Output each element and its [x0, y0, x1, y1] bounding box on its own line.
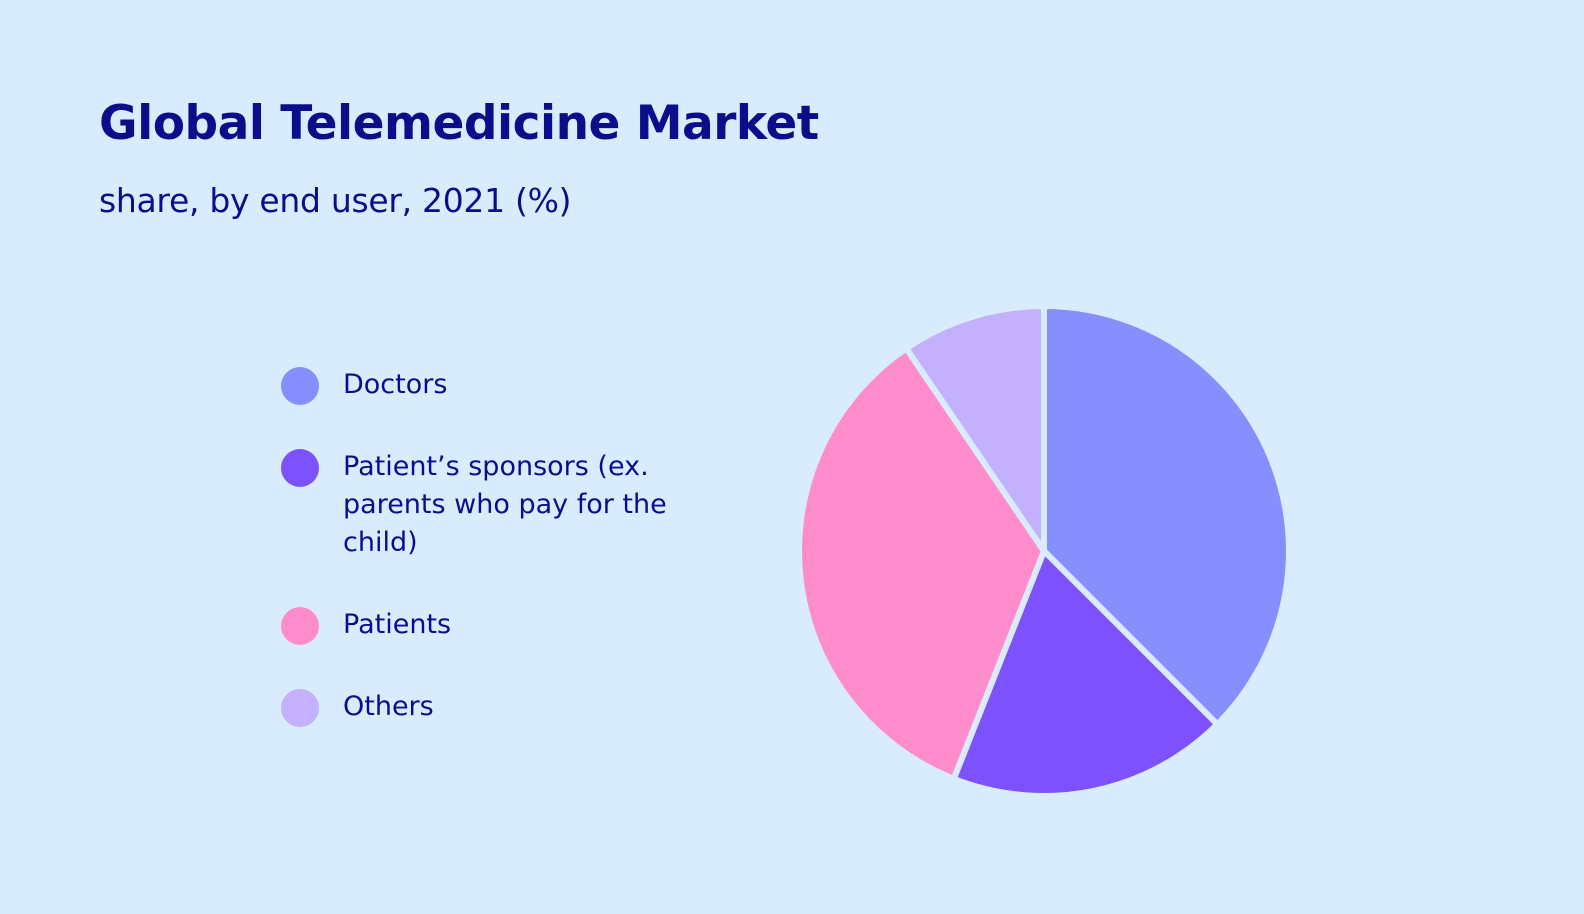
legend-item-others: Others [281, 688, 701, 727]
legend-label-doctors: Doctors [343, 369, 448, 400]
legend-swatch-others [281, 689, 319, 727]
chart-title: Global Telemedicine Market [99, 96, 819, 151]
pie-slice-patients [796, 345, 1047, 782]
legend-item-patients: Patients [281, 606, 701, 645]
pie-slice-patients-sponsors [950, 548, 1221, 799]
pie-chart [796, 303, 1292, 799]
legend-label-patients-sponsors: Patient’s sponsors (ex. parents who pay … [343, 451, 667, 558]
chart-subtitle: share, by end user, 2021 (%) [99, 181, 572, 220]
legend-label-patients: Patients [343, 609, 452, 640]
legend-item-doctors: Doctors [281, 366, 701, 405]
pie-slice-doctors [1041, 303, 1292, 728]
legend-label-others: Others [343, 691, 434, 722]
legend-item-patients-sponsors: Patient’s sponsors (ex. parents who pay … [281, 448, 701, 562]
legend: Doctors Patient’s sponsors (ex. parents … [281, 366, 701, 727]
legend-swatch-patients [281, 607, 319, 645]
pie-slice-others [903, 303, 1047, 554]
legend-swatch-doctors [281, 367, 319, 405]
legend-swatch-patients-sponsors [281, 449, 319, 487]
